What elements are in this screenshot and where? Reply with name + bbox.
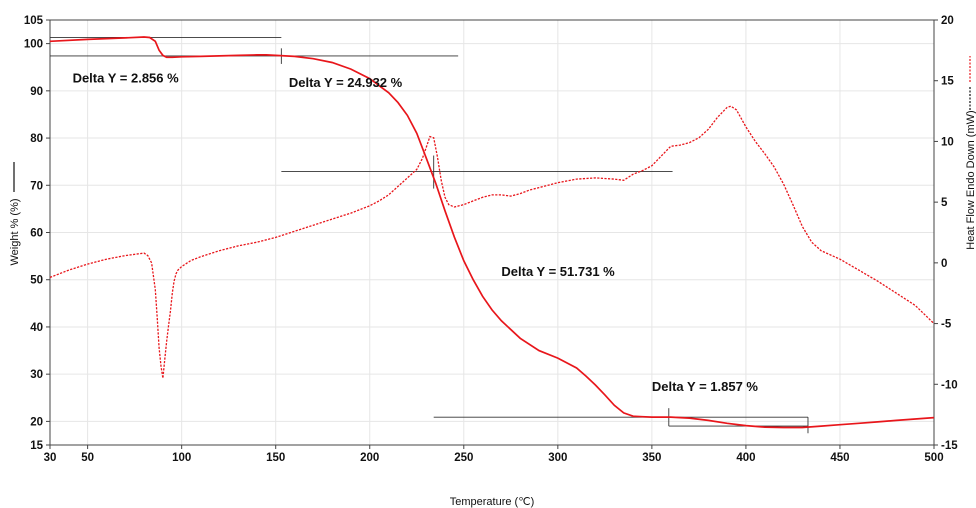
annotations: Delta Y = 2.856 % Delta Y = 24.932 % Delta… (73, 70, 759, 394)
right-tick-label: -5 (941, 319, 952, 331)
delta-y-annotation: Delta Y = 24.932 % (289, 75, 403, 90)
x-tick-label: 300 (548, 452, 567, 464)
delta-y-annotation: Delta Y = 51.731 % (501, 264, 615, 279)
right-tick-label: 0 (941, 258, 947, 270)
x-tick-label: 50 (81, 452, 94, 464)
x-tick-label: 350 (642, 452, 661, 464)
right-tick-label: 15 (941, 76, 954, 88)
delta-y-annotation: Delta Y = 1.857 % (652, 379, 759, 394)
left-axis-ticks: 15 20 30 40 50 60 70 80 90 100 105 (24, 15, 50, 452)
left-tick-label: 100 (24, 39, 43, 51)
series (49, 36, 935, 429)
heat-flow-series-line (49, 105, 935, 379)
left-tick-label: 15 (30, 440, 43, 452)
left-tick-label: 40 (30, 322, 43, 334)
right-tick-label: 5 (941, 197, 948, 209)
x-axis-ticks: 30 50 100 150 200 250 300 350 400 450 500 (44, 445, 944, 464)
x-tick-label: 150 (266, 452, 285, 464)
right-tick-label: -15 (941, 440, 958, 452)
x-tick-label: 200 (360, 452, 379, 464)
left-tick-label: 70 (30, 180, 43, 192)
x-tick-label: 450 (830, 452, 849, 464)
x-axis-label: Temperature (℃) (450, 496, 535, 508)
right-axis-label-group: Heat Flow Endo Down (mW) (965, 56, 976, 250)
right-axis-label: Heat Flow Endo Down (mW) (965, 110, 976, 249)
delta-y-annotation: Delta Y = 2.856 % (73, 70, 180, 85)
right-tick-label: 10 (941, 136, 954, 148)
left-axis-label-group: Weight % (%) (9, 162, 21, 266)
left-tick-label: 60 (30, 228, 43, 240)
x-tick-label: 250 (454, 452, 473, 464)
x-tick-label: 400 (736, 452, 755, 464)
left-tick-label: 90 (30, 86, 43, 98)
left-axis-label: Weight % (%) (9, 198, 21, 265)
x-tick-label: 100 (172, 452, 191, 464)
weight-series-line (49, 36, 935, 429)
x-tick-label: 500 (924, 452, 943, 464)
left-tick-label: 105 (24, 15, 44, 27)
left-tick-label: 50 (30, 275, 43, 287)
left-tick-label: 20 (30, 416, 43, 428)
right-tick-label: 20 (941, 15, 954, 27)
grid (50, 20, 934, 445)
left-tick-label: 80 (30, 133, 43, 145)
right-tick-label: -10 (941, 379, 958, 391)
left-tick-label: 30 (30, 369, 43, 381)
right-axis-ticks: -15 -10 -5 0 5 10 15 20 (934, 15, 958, 452)
reference-lines (50, 37, 809, 434)
x-tick-label: 30 (44, 452, 57, 464)
